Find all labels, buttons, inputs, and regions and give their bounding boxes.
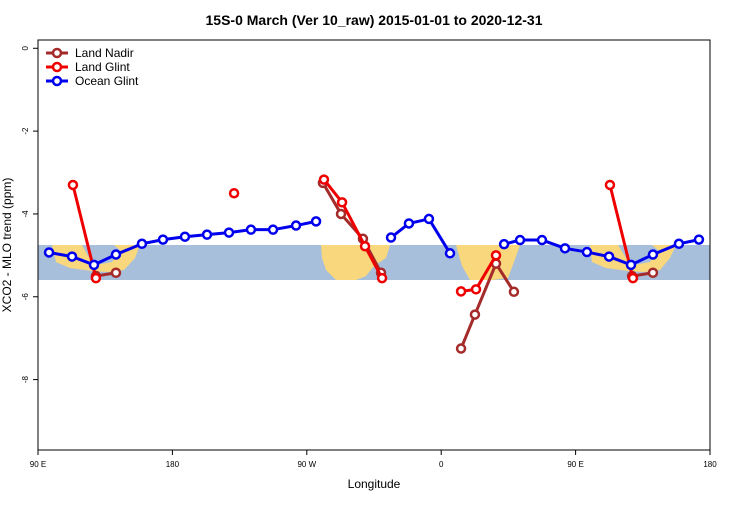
- y-tick-label: -6: [21, 293, 30, 301]
- land: [456, 245, 520, 280]
- point: [693, 234, 705, 245]
- x-tick-label: 90 W: [297, 460, 316, 469]
- y-tick-label: -2: [21, 127, 30, 135]
- point: [469, 309, 481, 320]
- point: [423, 213, 435, 225]
- x-tick-label: 90 E: [567, 460, 583, 469]
- legend-marker: [51, 61, 63, 73]
- point: [336, 197, 348, 208]
- point: [179, 231, 191, 242]
- point: [310, 216, 322, 227]
- point: [157, 234, 169, 245]
- point: [66, 251, 78, 262]
- x-tick-label: 180: [703, 460, 717, 469]
- point: [455, 286, 467, 297]
- y-axis-label: XCO2 - MLO trend (ppm): [0, 178, 14, 313]
- land: [590, 245, 676, 272]
- point: [647, 249, 659, 260]
- point: [403, 218, 415, 229]
- x-tick-label: 90 E: [30, 460, 46, 469]
- point: [581, 246, 593, 258]
- point: [673, 238, 685, 250]
- point: [455, 343, 467, 354]
- series-line: [95, 182, 654, 350]
- point: [90, 272, 102, 284]
- point: [335, 208, 347, 220]
- legend-marker: [51, 75, 63, 87]
- point: [385, 232, 397, 243]
- x-tick-label: 180: [166, 460, 180, 469]
- point: [359, 240, 371, 252]
- point: [223, 227, 235, 238]
- point: [498, 238, 510, 250]
- point: [110, 249, 122, 260]
- point: [490, 250, 502, 261]
- land: [321, 245, 390, 280]
- point: [201, 229, 213, 240]
- point: [470, 284, 482, 295]
- x-axis-label: Longitude: [348, 477, 401, 491]
- point: [110, 267, 122, 278]
- point: [136, 238, 148, 250]
- point: [228, 187, 240, 199]
- point: [603, 251, 615, 262]
- point: [444, 248, 456, 259]
- legend-marker: [51, 47, 63, 59]
- y-tick-label: 0: [21, 46, 30, 51]
- point: [376, 272, 388, 284]
- point: [267, 224, 279, 235]
- legend-label: Land Nadir: [75, 46, 134, 60]
- legend-label: Land Glint: [75, 60, 130, 74]
- point: [559, 243, 571, 254]
- legend-label: Ocean Glint: [75, 74, 139, 88]
- point: [290, 220, 302, 231]
- point: [245, 224, 257, 235]
- point: [514, 234, 526, 246]
- map-band: [38, 245, 710, 280]
- y-tick-label: -8: [21, 375, 30, 383]
- point: [88, 259, 100, 271]
- point: [508, 286, 520, 298]
- point: [604, 179, 616, 191]
- plot-frame: [37, 39, 711, 451]
- point: [627, 272, 639, 284]
- point: [647, 267, 659, 278]
- point: [318, 174, 330, 185]
- point: [625, 259, 637, 271]
- series-line: [71, 178, 635, 293]
- point: [536, 234, 548, 246]
- y-tick-label: -4: [21, 210, 30, 218]
- point: [43, 247, 55, 258]
- point: [67, 179, 79, 191]
- x-tick-label: 0: [439, 460, 444, 469]
- chart-title: 15S-0 March (Ver 10_raw) 2015-01-01 to 2…: [206, 12, 543, 28]
